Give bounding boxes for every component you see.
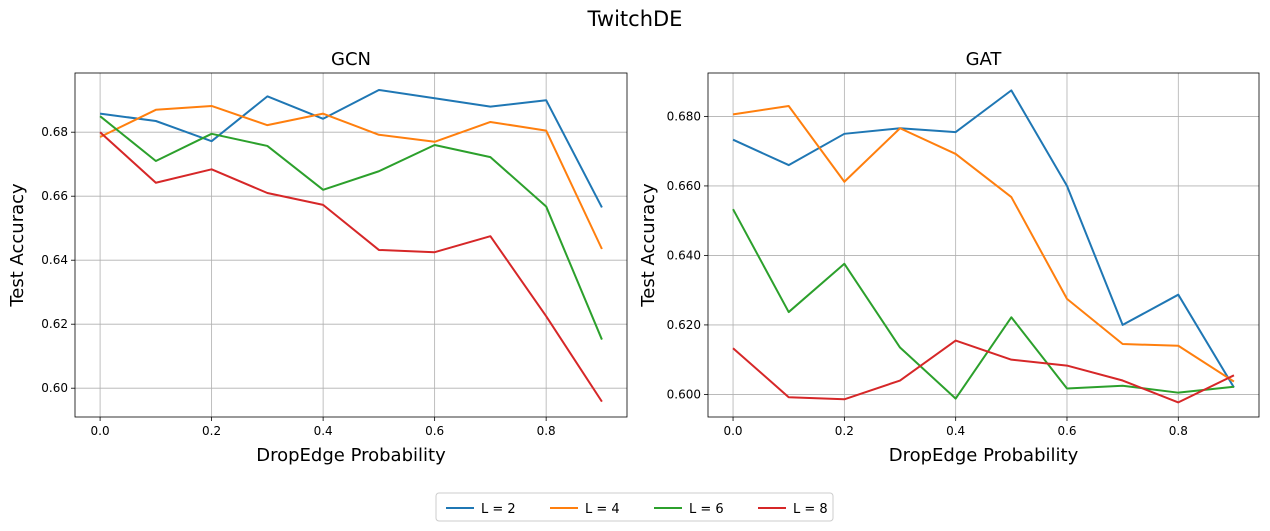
gat-series-line-l2 — [732, 89, 1235, 388]
gcn-y-tick-label: 0.64 — [41, 253, 68, 267]
gcn-series-line-l8 — [99, 131, 603, 403]
gcn-y-tick-label: 0.62 — [41, 317, 68, 331]
gcn-x-tick-label: 0.4 — [314, 424, 333, 438]
gcn-x-tick-label: 0.8 — [537, 424, 556, 438]
legend-label: L = 4 — [585, 502, 620, 517]
gat-y-tick-label: 0.640 — [667, 248, 701, 262]
gcn-grid — [75, 73, 627, 417]
gat-y-tick-label: 0.600 — [667, 387, 701, 401]
gat-x-tick-label: 0.4 — [946, 424, 965, 438]
gat-x-tick-label: 0.8 — [1169, 424, 1188, 438]
gat-series-group — [732, 89, 1235, 404]
gcn-y-axis-label: Test Accuracy — [7, 183, 28, 308]
panels: GCN 0.0 0.2 0.4 0.6 0.8 0.60 0.62 0.64 0.66 0.68 Dr… — [7, 49, 1260, 466]
legend-item: L = 8 — [758, 502, 828, 517]
gat-plot-frame — [707, 72, 1260, 418]
gcn-x-tick-label: 0.0 — [91, 424, 110, 438]
gat-y-tick-label: 0.620 — [667, 318, 701, 332]
gat-x-tick-label: 0.0 — [723, 424, 742, 438]
legend: L = 2 L = 4 L = 6 L = 8 — [435, 492, 834, 522]
gcn-series-line-l4 — [99, 104, 603, 250]
gcn-title: GCN — [331, 49, 371, 70]
gcn-y-tick-label: 0.60 — [41, 381, 68, 395]
gat-x-axis-label: DropEdge Probability — [889, 445, 1079, 466]
gcn-x-axis-label: DropEdge Probability — [256, 445, 446, 466]
gcn-panel: GCN 0.0 0.2 0.4 0.6 0.8 0.60 0.62 0.64 0.66 0.68 Dr… — [7, 49, 628, 466]
gat-x-tick-label: 0.2 — [835, 424, 854, 438]
gat-x-tick-label: 0.6 — [1057, 424, 1076, 438]
gat-series-line-l6 — [732, 208, 1235, 400]
legend-label: L = 8 — [793, 502, 828, 517]
gcn-series-group — [99, 88, 603, 403]
gcn-y-tick-label: 0.66 — [41, 189, 68, 203]
gat-y-axis-label: Test Accuracy — [638, 183, 659, 308]
gcn-series-line-l2 — [99, 88, 603, 208]
gat-series-line-l4 — [732, 105, 1235, 383]
gat-y-tick-label: 0.680 — [667, 109, 701, 123]
gat-series-line-l8 — [732, 339, 1235, 404]
gcn-series-line-l6 — [99, 115, 603, 340]
gat-title: GAT — [966, 49, 1003, 70]
gcn-plot-frame — [74, 72, 628, 418]
gat-panel: GAT 0.0 0.2 0.4 0.6 0.8 0.600 0.620 0.640 0.660 0.… — [638, 49, 1260, 466]
figure-suptitle: TwitchDE — [587, 7, 683, 31]
legend-item: L = 2 — [446, 502, 516, 517]
gcn-x-tick-label: 0.2 — [202, 424, 221, 438]
legend-label: L = 2 — [481, 502, 516, 517]
gcn-y-tick-label: 0.68 — [41, 125, 68, 139]
gat-grid — [708, 73, 1259, 417]
gcn-x-tick-label: 0.6 — [425, 424, 444, 438]
legend-label: L = 6 — [689, 502, 724, 517]
gat-y-tick-label: 0.660 — [667, 179, 701, 193]
legend-item: L = 4 — [550, 502, 620, 517]
legend-box — [435, 492, 834, 522]
legend-item: L = 6 — [654, 502, 724, 517]
